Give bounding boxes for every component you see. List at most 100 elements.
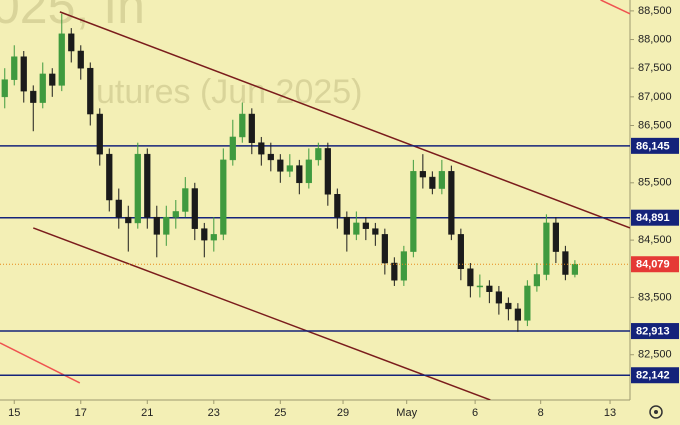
y-tick-label: 85,500	[638, 177, 672, 189]
candle-body	[552, 222, 559, 252]
candle-body	[229, 136, 236, 161]
candle-body	[410, 171, 417, 252]
candle-body	[96, 113, 103, 155]
candle-body	[144, 153, 151, 218]
candle-body	[134, 153, 141, 224]
candle-body	[391, 262, 398, 281]
candle-body	[39, 73, 46, 103]
candle-body	[115, 199, 122, 218]
candle-body	[315, 148, 322, 161]
candle-body	[524, 285, 531, 321]
candle-body	[505, 302, 512, 310]
candle-body	[296, 165, 303, 184]
candle-body	[334, 194, 341, 218]
x-tick-label: May	[396, 407, 417, 419]
candle-body	[239, 113, 246, 138]
x-tick-label: 8	[538, 407, 544, 419]
candle-body	[381, 234, 388, 264]
candle-body	[201, 228, 208, 241]
candle-body	[87, 67, 94, 115]
candle-body	[372, 228, 379, 235]
gear[interactable]	[649, 405, 663, 419]
candle-body	[68, 33, 75, 52]
plot-area	[0, 0, 630, 400]
candle-body	[30, 90, 37, 103]
candle-body	[419, 171, 426, 178]
level-price-label: 82,913	[636, 325, 670, 337]
level-price-label: 86,145	[636, 140, 670, 152]
candle-body	[448, 171, 455, 235]
gear-center[interactable]	[654, 410, 658, 414]
candle-body	[429, 176, 436, 189]
level-price-label: 82,142	[636, 370, 670, 382]
candle-body	[343, 216, 350, 235]
candle-body	[533, 274, 540, 287]
trend-line	[0, 342, 81, 384]
candle-body	[514, 308, 521, 321]
trend-line	[32, 227, 491, 400]
candle-body	[20, 56, 27, 92]
level-price-box	[631, 209, 679, 226]
x-tick-label: 25	[274, 407, 286, 419]
trend-line	[600, 0, 630, 15]
x-tick-label: 15	[8, 407, 20, 419]
candle-body	[495, 291, 502, 304]
candle-body	[457, 234, 464, 270]
candle-body	[400, 251, 407, 281]
candle-body	[106, 153, 113, 201]
candle-body	[210, 234, 217, 241]
y-tick-label: 86,500	[638, 119, 672, 131]
candle-body	[125, 216, 132, 224]
candle-body	[305, 159, 312, 184]
x-tick-label: 21	[141, 407, 153, 419]
candle-body	[476, 285, 483, 288]
x-tick-label: 23	[208, 407, 220, 419]
candle-body	[486, 285, 493, 292]
y-tick-label: 88,000	[638, 33, 672, 45]
y-tick-label: 87,000	[638, 91, 672, 103]
watermark: utures (Jun 2025)	[96, 73, 363, 111]
y-tick-label: 88,500	[638, 5, 672, 17]
candle-body	[1, 79, 8, 98]
candle-body	[163, 216, 170, 235]
candle-body	[172, 211, 179, 218]
y-tick-label: 83,500	[638, 291, 672, 303]
level-price-box	[631, 367, 679, 384]
watermark-group: 025, In utures (Jun 2025)	[0, 0, 363, 111]
candle-body	[191, 188, 198, 229]
x-tick-label: 29	[337, 407, 349, 419]
level-price-box	[631, 323, 679, 340]
candle-body	[248, 113, 255, 143]
candle-body	[277, 159, 284, 172]
candle-body	[571, 263, 578, 275]
level-price-box	[631, 137, 679, 154]
candle-body	[153, 216, 160, 235]
candle-body	[467, 268, 474, 287]
candle-body	[77, 50, 84, 69]
candle-body	[258, 142, 265, 155]
candle-body	[286, 165, 293, 172]
x-tick-label: 13	[604, 407, 616, 419]
y-tick-label: 84,500	[638, 234, 672, 246]
settings-icon[interactable]	[649, 405, 663, 419]
level-price-label: 84,891	[636, 212, 670, 224]
candle-body	[362, 222, 369, 229]
y-tick-label: 82,500	[638, 349, 672, 361]
candle-body	[220, 159, 227, 235]
candle-body	[543, 222, 550, 275]
trend-line	[59, 11, 630, 229]
candle-body	[353, 222, 360, 235]
candle-body	[562, 251, 569, 275]
candle-body	[438, 171, 445, 189]
last-price-label: 84,079	[636, 259, 670, 271]
candle-body	[49, 73, 56, 86]
candle-body	[267, 153, 274, 161]
y-tick-label: 87,500	[638, 62, 672, 74]
candle-body	[58, 33, 65, 86]
candle-body	[182, 188, 189, 212]
x-tick-label: 6	[472, 407, 478, 419]
candle-body	[324, 148, 331, 195]
x-tick-label: 17	[75, 407, 87, 419]
